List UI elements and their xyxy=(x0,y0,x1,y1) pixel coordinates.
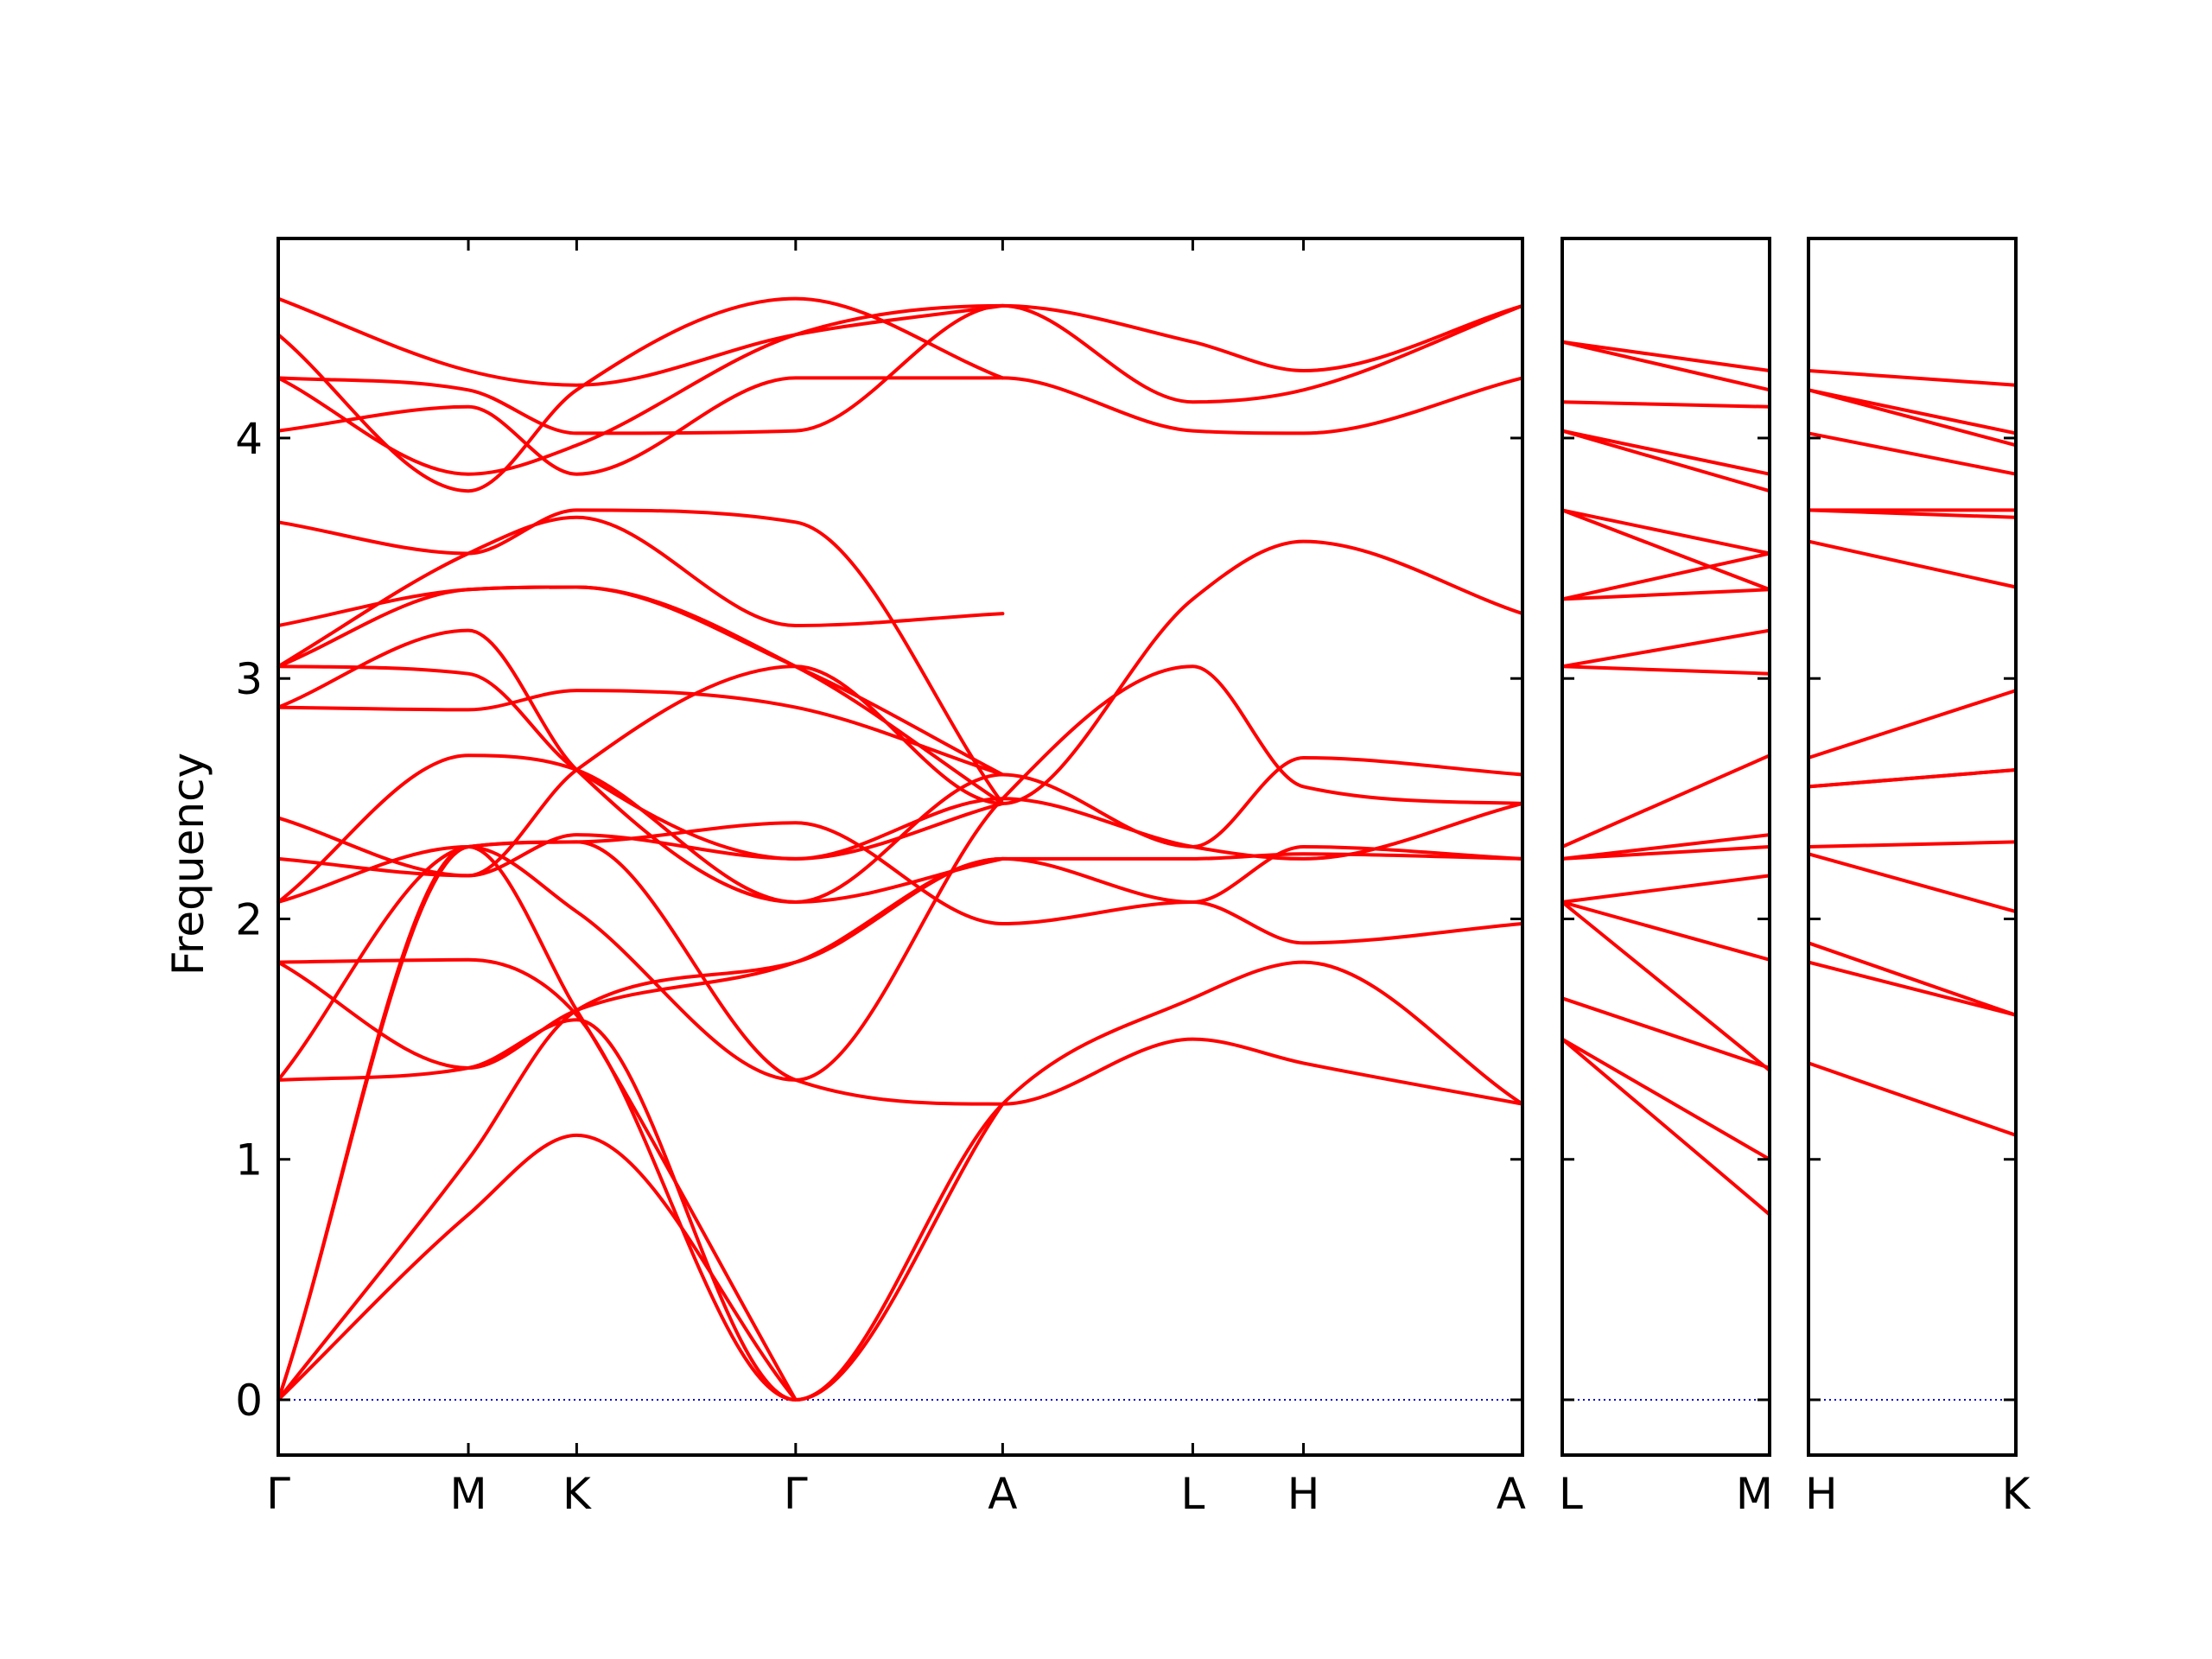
band-line xyxy=(276,852,1524,1402)
band-line xyxy=(1560,508,1771,592)
band-line xyxy=(276,508,1005,805)
band-line xyxy=(1807,539,2018,589)
band-line xyxy=(276,515,1005,669)
band-line xyxy=(1560,874,1771,904)
band-line xyxy=(276,821,1524,1082)
band-line xyxy=(1560,588,1771,601)
band-line xyxy=(276,303,1524,435)
band-line xyxy=(1560,900,1771,1072)
band-line xyxy=(1560,340,1771,392)
band-line xyxy=(276,797,1524,878)
band-line xyxy=(276,689,1005,777)
x-tick-label: L xyxy=(1180,1469,1205,1519)
x-tick-label: Γ xyxy=(266,1469,290,1519)
band-line xyxy=(1807,689,2018,760)
band-line xyxy=(276,1133,798,1402)
x-tick-label: H xyxy=(1287,1469,1320,1519)
band-line xyxy=(1560,340,1771,372)
band-line xyxy=(276,296,1005,493)
y-axis-label: Frequency xyxy=(163,753,213,976)
band-line xyxy=(1560,664,1771,676)
band-line xyxy=(276,585,1005,777)
band-line xyxy=(276,840,1524,1402)
band-line xyxy=(1560,1037,1771,1217)
y-tick-label: 1 xyxy=(235,1135,263,1185)
x-tick-label: H xyxy=(1805,1469,1838,1519)
band-line xyxy=(1807,840,2018,849)
band-line xyxy=(1560,833,1771,861)
panel-1: 0 1 2 3 4 Γ M K Γ A L H A xyxy=(235,237,1526,1519)
y-tick-label: 3 xyxy=(235,654,263,704)
x-tick-label: Γ xyxy=(784,1469,808,1519)
band-line xyxy=(1560,551,1771,601)
band-line xyxy=(1807,941,2018,1017)
band-line xyxy=(1807,388,2018,448)
x-tick-label: L xyxy=(1559,1469,1583,1519)
band-line xyxy=(1560,900,1771,962)
band-line xyxy=(276,664,1524,1082)
band-line xyxy=(276,957,1005,1402)
plot-frame xyxy=(1560,237,1771,1457)
x-tick-label: A xyxy=(1497,1469,1526,1519)
x-tick-label: A xyxy=(988,1469,1017,1519)
band-line xyxy=(1807,852,2018,914)
y-tick-label: 0 xyxy=(235,1376,263,1426)
x-tick-label: M xyxy=(449,1469,486,1519)
band-line xyxy=(276,376,1524,476)
band-line xyxy=(1807,431,2018,476)
band-line xyxy=(1560,628,1771,669)
y-tick-label: 4 xyxy=(235,414,263,464)
plot-frame xyxy=(276,237,1524,1457)
x-tick-label: K xyxy=(563,1469,592,1519)
band-line xyxy=(276,539,1524,878)
band-line xyxy=(276,960,1524,1402)
y-tick-label: 2 xyxy=(235,894,263,944)
band-line xyxy=(1560,753,1771,849)
band-line xyxy=(1560,400,1771,409)
band-line xyxy=(1560,845,1771,861)
x-tick-label: K xyxy=(2002,1469,2031,1519)
band-line xyxy=(276,845,1524,1070)
band-line xyxy=(276,585,1005,805)
band-line xyxy=(1807,960,2018,1017)
band-line xyxy=(1807,768,2018,789)
band-line xyxy=(276,296,1005,387)
band-line xyxy=(1560,1037,1771,1161)
band-line xyxy=(1560,996,1771,1070)
band-line xyxy=(1560,429,1771,493)
band-line xyxy=(276,664,1005,861)
band-line xyxy=(1807,388,2018,435)
band-line xyxy=(1560,508,1771,556)
band-line xyxy=(1807,1061,2018,1137)
band-line xyxy=(1560,429,1771,476)
plot-frame xyxy=(1807,237,2018,1457)
band-line xyxy=(276,303,1524,476)
x-tick-label: M xyxy=(1736,1469,1773,1519)
band-line xyxy=(1807,369,2018,387)
